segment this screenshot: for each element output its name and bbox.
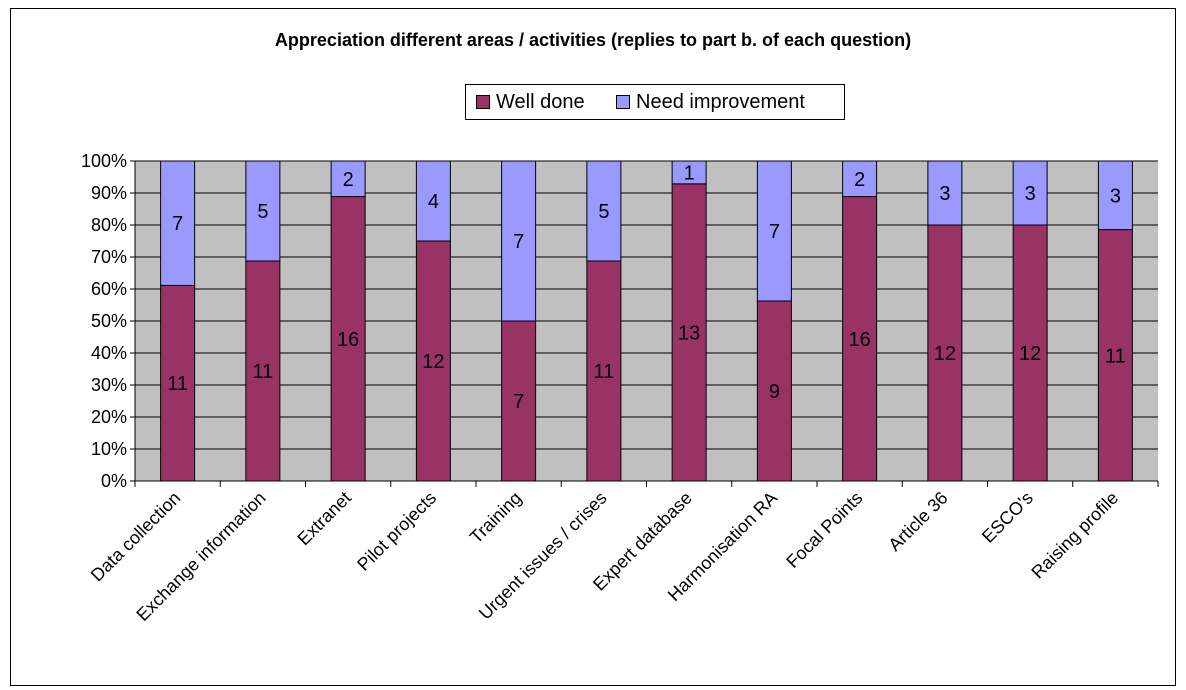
data-label-need-improvement: 7 (513, 231, 524, 253)
bar-need-improvement-esco-s (1012, 160, 1048, 226)
data-label-well-done: 11 (252, 361, 273, 383)
y-tick-label: 10% (91, 439, 127, 459)
data-label-need-improvement: 5 (257, 201, 268, 223)
x-tick-label: Data collection (87, 488, 185, 586)
bar-well-done-article-36 (927, 224, 963, 482)
y-tick-label: 0% (101, 471, 127, 491)
data-label-well-done: 11 (593, 361, 614, 383)
x-tick-label: Article 36 (884, 488, 951, 555)
data-label-well-done: 11 (167, 373, 188, 395)
data-label-well-done: 9 (769, 381, 780, 403)
data-label-need-improvement: 4 (428, 191, 439, 213)
y-tick-label: 80% (91, 215, 127, 235)
bar-well-done-training (501, 320, 537, 482)
legend-label-well-done: Well done (496, 90, 585, 113)
bar-well-done-raising-profile (1097, 229, 1133, 482)
y-tick-label: 40% (91, 343, 127, 363)
data-label-well-done: 16 (849, 329, 871, 351)
bar-need-improvement-urgent-issues-crises (586, 160, 622, 262)
data-label-well-done: 16 (337, 329, 359, 351)
bar-need-improvement-pilot-projects (415, 160, 451, 242)
bar-need-improvement-raising-profile (1097, 160, 1133, 231)
chart-title: Appreciation different areas / activitie… (274, 30, 912, 50)
bar-well-done-data-collection (160, 284, 196, 482)
data-label-need-improvement: 3 (1110, 185, 1121, 207)
bar-need-improvement-exchange-information (245, 160, 281, 262)
bar-need-improvement-expert-database (671, 160, 707, 185)
bar-well-done-urgent-issues-crises (586, 260, 622, 482)
bar-need-improvement-focal-points (842, 160, 878, 198)
y-tick-label: 70% (91, 247, 127, 267)
bar-well-done-focal-points (842, 196, 878, 482)
bar-well-done-harmonisation-ra (756, 300, 792, 482)
x-tick-label: Training (466, 488, 526, 548)
y-tick-label: 50% (91, 311, 127, 331)
data-label-well-done: 12 (934, 343, 956, 365)
data-label-need-improvement: 1 (684, 162, 695, 184)
data-label-need-improvement: 2 (343, 169, 354, 191)
legend-swatch-well-done (476, 95, 490, 109)
data-label-well-done: 7 (513, 391, 524, 413)
x-tick-label: Extranet (293, 488, 355, 550)
bar-need-improvement-extranet (330, 160, 366, 198)
data-label-need-improvement: 5 (598, 201, 609, 223)
y-tick-label: 60% (91, 279, 127, 299)
x-tick-label: Raising profile (1027, 488, 1122, 583)
bar-need-improvement-article-36 (927, 160, 963, 226)
legend: Well done Need improvement (465, 84, 845, 120)
bar-need-improvement-harmonisation-ra (756, 160, 792, 302)
data-label-need-improvement: 3 (1025, 183, 1036, 205)
data-label-well-done: 11 (1105, 345, 1126, 367)
y-tick-label: 20% (91, 407, 127, 427)
data-label-need-improvement: 3 (939, 183, 950, 205)
bar-well-done-expert-database (671, 183, 707, 482)
legend-swatch-need-improvement (616, 95, 630, 109)
data-label-need-improvement: 7 (172, 213, 183, 235)
data-label-well-done: 13 (678, 322, 700, 344)
data-label-need-improvement: 7 (769, 221, 780, 243)
bar-need-improvement-data-collection (160, 160, 196, 286)
x-tick-label: Focal Points (782, 488, 866, 572)
data-label-well-done: 12 (422, 351, 444, 373)
y-tick-label: 30% (91, 375, 127, 395)
bar-need-improvement-training (501, 160, 537, 322)
y-tick-label: 90% (91, 183, 127, 203)
data-label-well-done: 12 (1019, 343, 1041, 365)
legend-item-need-improvement: Need improvement (616, 91, 805, 113)
data-label-need-improvement: 2 (854, 169, 865, 191)
x-tick-label: ESCO's (978, 488, 1037, 547)
x-tick-label: Pilot projects (353, 488, 440, 575)
y-tick-label: 100% (81, 151, 127, 171)
legend-item-well-done: Well done (476, 91, 585, 113)
legend-label-need-improvement: Need improvement (636, 90, 805, 113)
